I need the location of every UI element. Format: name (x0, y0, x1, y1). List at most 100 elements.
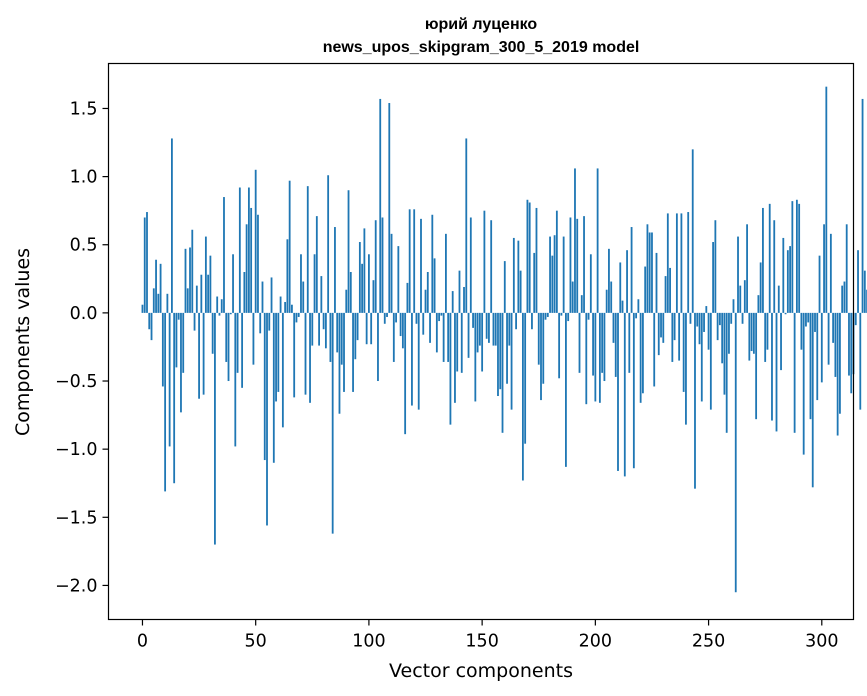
bar-48 (250, 207, 253, 313)
bar-51 (257, 214, 259, 313)
bar-245 (696, 312, 699, 327)
bar-163 (510, 312, 513, 410)
bar-113 (397, 246, 400, 313)
bar-124 (422, 312, 425, 335)
bars-group (141, 86, 867, 593)
bar-125 (424, 289, 427, 313)
bar-97 (361, 263, 364, 313)
bar-279 (773, 220, 776, 313)
bar-212 (621, 300, 624, 313)
bar-180 (549, 236, 551, 313)
bar-85 (334, 227, 336, 313)
bar-224 (648, 232, 651, 313)
bar-18 (182, 312, 185, 373)
bar-211 (619, 262, 622, 313)
bar-280 (775, 312, 778, 432)
bar-162 (508, 312, 511, 346)
bar-136 (449, 312, 452, 425)
bar-44 (241, 312, 244, 388)
x-tick-label: 200 (579, 632, 612, 652)
bar-218 (635, 312, 638, 319)
bar-66 (291, 304, 293, 313)
bar-134 (445, 233, 447, 313)
bar-82 (327, 175, 330, 313)
bar-251 (709, 312, 712, 410)
bar-126 (426, 272, 429, 313)
bar-133 (442, 312, 445, 362)
bar-3 (148, 312, 151, 330)
bar-292 (802, 312, 805, 455)
bar-185 (560, 312, 563, 316)
bar-143 (465, 138, 468, 313)
bar-109 (388, 103, 391, 313)
bar-312 (848, 312, 850, 376)
bar-59 (275, 312, 277, 402)
bar-165 (515, 312, 517, 330)
bar-150 (481, 312, 484, 372)
bar-167 (519, 270, 522, 313)
bar-178 (544, 312, 547, 320)
bar-24 (195, 285, 198, 313)
bar-250 (707, 312, 710, 350)
bar-203 (601, 312, 604, 373)
bar-43 (238, 187, 241, 313)
bar-72 (304, 312, 307, 395)
y-tick-label: −1.5 (55, 508, 98, 528)
bar-164 (512, 237, 515, 313)
bar-241 (687, 212, 690, 313)
bar-216 (630, 227, 633, 313)
y-tick-label: −1.0 (55, 440, 98, 460)
bar-30 (209, 255, 212, 313)
bar-41 (234, 312, 237, 447)
bar-122 (417, 312, 420, 410)
bar-114 (399, 312, 402, 337)
bar-239 (682, 312, 685, 392)
x-tick-label: 250 (692, 632, 725, 652)
bar-140 (458, 270, 461, 313)
bar-267 (746, 224, 748, 313)
y-tick-label: −0.5 (55, 372, 98, 392)
bar-60 (277, 312, 280, 392)
bar-301 (823, 224, 825, 313)
bar-42 (236, 312, 239, 373)
bar-115 (401, 312, 404, 349)
bar-261 (732, 299, 735, 313)
bar-231 (664, 276, 667, 313)
bar-86 (336, 312, 339, 353)
bar-221 (642, 312, 644, 394)
bar-175 (537, 312, 540, 365)
bar-15 (175, 312, 178, 368)
bar-193 (578, 312, 581, 373)
bar-319 (863, 270, 866, 313)
bar-222 (644, 266, 647, 313)
bar-36 (223, 197, 225, 313)
bar-74 (309, 312, 311, 403)
bar-187 (565, 312, 567, 467)
bar-265 (741, 312, 744, 324)
bar-63 (284, 301, 287, 313)
bar-233 (669, 267, 671, 313)
bar-107 (383, 312, 386, 324)
x-axis-label: Vector components (389, 660, 573, 682)
bar-302 (825, 86, 828, 313)
bar-155 (492, 312, 495, 346)
bar-91 (347, 190, 350, 313)
bar-98 (363, 228, 366, 313)
bar-22 (191, 229, 194, 313)
bar-131 (438, 312, 441, 322)
bar-55 (266, 312, 268, 526)
bar-206 (608, 248, 610, 313)
bar-6 (155, 259, 157, 313)
bar-112 (395, 312, 397, 323)
bar-83 (329, 312, 332, 362)
bar-305 (832, 312, 835, 343)
bar-127 (429, 312, 431, 343)
bar-161 (506, 312, 508, 384)
bar-307 (836, 312, 839, 436)
bar-277 (768, 203, 771, 313)
bar-289 (795, 199, 798, 313)
bar-190 (571, 281, 574, 313)
bar-92 (349, 272, 352, 313)
bar-179 (546, 312, 549, 317)
